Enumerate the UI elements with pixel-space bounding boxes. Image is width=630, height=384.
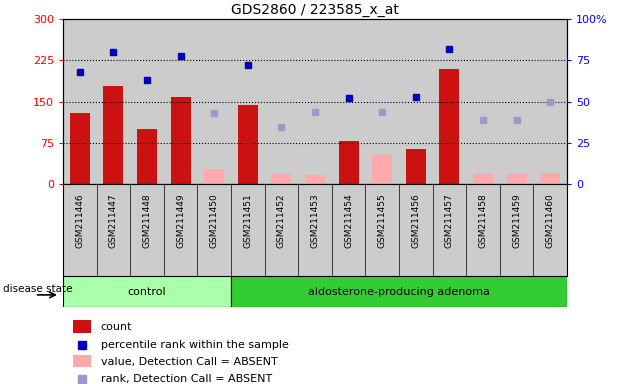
Bar (338, 141, 358, 184)
Bar (70, 113, 90, 184)
Bar (63, 276, 231, 307)
Text: GSM211452: GSM211452 (277, 194, 286, 248)
Bar (137, 129, 157, 184)
Text: percentile rank within the sample: percentile rank within the sample (101, 339, 289, 349)
Text: disease state: disease state (3, 284, 72, 294)
Text: GSM211449: GSM211449 (176, 194, 185, 248)
Text: GSM211460: GSM211460 (546, 194, 554, 248)
Text: GSM211448: GSM211448 (142, 194, 151, 248)
Bar (238, 104, 258, 184)
Bar (73, 355, 91, 367)
Bar (439, 69, 459, 184)
Text: GSM211455: GSM211455 (378, 194, 387, 248)
Bar (103, 86, 123, 184)
Bar (540, 173, 560, 184)
Text: count: count (101, 322, 132, 332)
Text: GSM211453: GSM211453 (311, 194, 319, 248)
Text: GSM211451: GSM211451 (243, 194, 252, 248)
Text: GSM211457: GSM211457 (445, 194, 454, 248)
Title: GDS2860 / 223585_x_at: GDS2860 / 223585_x_at (231, 3, 399, 17)
Text: GSM211446: GSM211446 (76, 194, 84, 248)
Text: value, Detection Call = ABSENT: value, Detection Call = ABSENT (101, 357, 278, 367)
Bar (507, 174, 527, 184)
Bar (473, 174, 493, 184)
Bar (372, 155, 392, 184)
Bar (73, 320, 91, 333)
Text: GSM211450: GSM211450 (210, 194, 219, 248)
Text: aldosterone-producing adenoma: aldosterone-producing adenoma (308, 287, 490, 297)
Text: rank, Detection Call = ABSENT: rank, Detection Call = ABSENT (101, 374, 272, 384)
Text: GSM211454: GSM211454 (344, 194, 353, 248)
Bar (305, 175, 325, 184)
Text: GSM211447: GSM211447 (109, 194, 118, 248)
Text: GSM211458: GSM211458 (479, 194, 488, 248)
Bar (272, 174, 292, 184)
Bar (171, 98, 191, 184)
Bar (204, 169, 224, 184)
Bar (406, 149, 426, 184)
Bar (231, 276, 567, 307)
Text: GSM211459: GSM211459 (512, 194, 521, 248)
Text: GSM211456: GSM211456 (411, 194, 420, 248)
Text: control: control (128, 287, 166, 297)
